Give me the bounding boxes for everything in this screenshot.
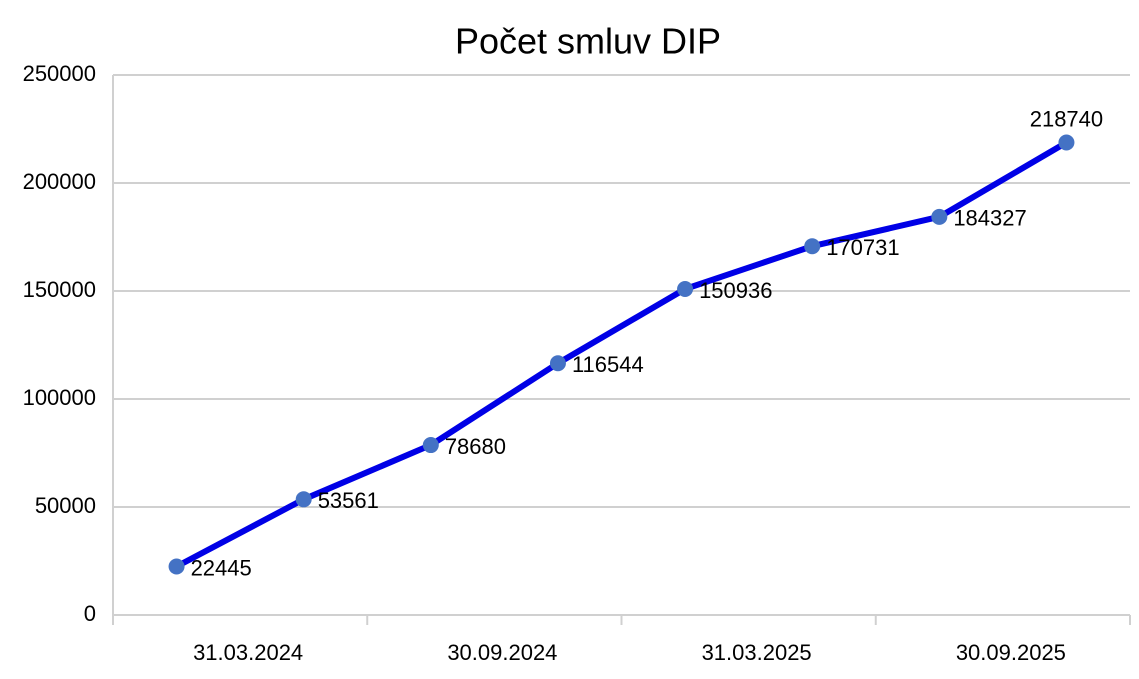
marker <box>422 437 439 454</box>
marker <box>1058 134 1075 151</box>
chart-title: Počet smluv DIP <box>455 21 721 62</box>
data-label: 184327 <box>953 206 1026 231</box>
data-label: 22445 <box>191 555 252 580</box>
y-tick-label: 150000 <box>23 277 96 302</box>
data-label: 116544 <box>572 352 644 377</box>
marker <box>931 208 948 225</box>
data-label: 78680 <box>445 434 506 459</box>
data-label: 170731 <box>826 235 899 260</box>
y-tick-label: 200000 <box>23 169 96 194</box>
marker <box>804 238 821 255</box>
marker <box>549 355 566 372</box>
marker <box>168 558 185 575</box>
y-tick-label: 250000 <box>23 61 96 86</box>
x-tick-label: 30.09.2025 <box>956 640 1066 665</box>
marker <box>677 280 694 297</box>
data-label: 218740 <box>1030 106 1103 131</box>
y-tick-label: 50000 <box>35 493 96 518</box>
x-tick-label: 31.03.2024 <box>193 640 303 665</box>
data-label: 150936 <box>699 278 772 303</box>
line <box>175 139 1068 570</box>
x-tick-label: 30.09.2024 <box>447 640 557 665</box>
data-label: 53561 <box>318 488 379 513</box>
y-tick-label: 100000 <box>23 385 96 410</box>
x-tick-label: 31.03.2025 <box>702 640 812 665</box>
y-tick-label: 0 <box>84 601 96 626</box>
marker <box>295 491 312 508</box>
